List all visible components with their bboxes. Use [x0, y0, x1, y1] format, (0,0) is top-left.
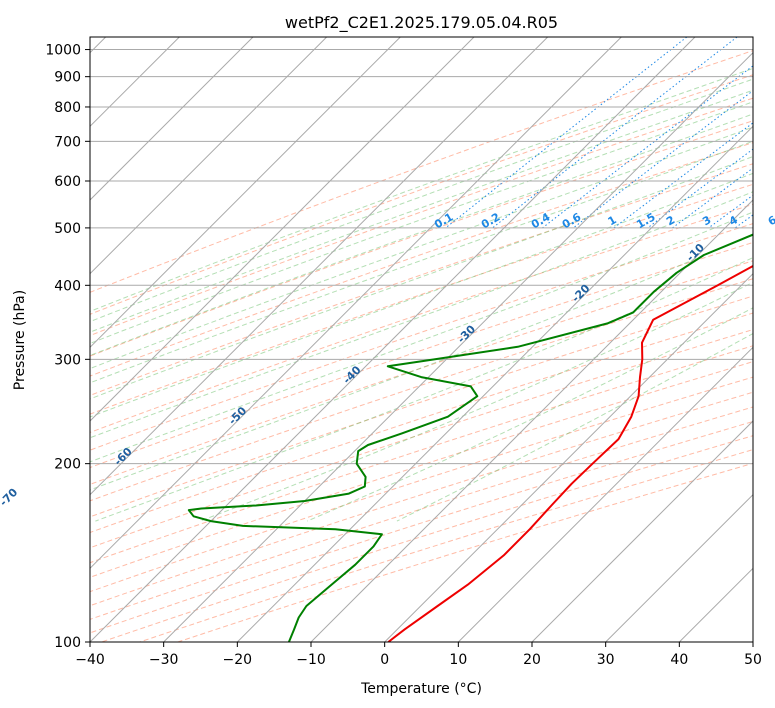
x-tick-label: 0	[380, 652, 389, 668]
dry-adiabat-line	[90, 329, 753, 549]
isotherm-label: -40	[340, 363, 363, 386]
isotherm-label: -50	[226, 404, 249, 427]
x-tick-label: −20	[223, 652, 253, 668]
dry-adiabat-line	[90, 74, 753, 315]
dry-adiabat-line	[90, 203, 753, 433]
moist-adiabat-line	[90, 126, 753, 370]
mixing-ratio-line	[672, 167, 753, 229]
dry-adiabat-line	[90, 120, 753, 357]
x-tick-label: −30	[149, 652, 179, 668]
isotherm-line	[384, 272, 753, 642]
dry-adiabat-line	[177, 462, 753, 642]
moist-adiabat-line	[90, 156, 753, 400]
isotherm-label: -30	[455, 322, 478, 345]
mixing-ratio-label: 4	[727, 213, 740, 228]
moist-adiabat-line	[90, 140, 753, 384]
isotherm-line	[90, 37, 475, 422]
mixing-ratio-label: 6	[766, 213, 775, 228]
moist-adiabat-line	[90, 211, 753, 463]
y-axis: 100 200 300 400 500 600 700 800 900 1000	[45, 43, 90, 651]
dry-adiabat-line	[90, 295, 753, 518]
dry-adiabat-line	[90, 361, 753, 578]
moist-adiabat-line	[90, 172, 753, 418]
dry-adiabat-line	[90, 50, 753, 293]
y-tick-label: 1000	[45, 43, 81, 59]
moist-adiabat-line	[90, 101, 753, 344]
isotherm-label: -70	[0, 485, 21, 508]
dry-adiabat-line	[90, 183, 753, 415]
mixing-ratio-line	[542, 65, 753, 229]
y-tick-label: 100	[54, 635, 81, 651]
grid-lines	[90, 37, 753, 642]
dry-adiabat-line	[90, 241, 753, 469]
moist-adiabat-line	[90, 67, 753, 312]
background-lines	[90, 37, 753, 642]
y-tick-label: 200	[54, 457, 81, 473]
isotherm-label: -60	[112, 445, 135, 468]
x-tick-label: 40	[670, 652, 688, 668]
mixing-ratio-line	[572, 90, 753, 229]
isotherm-line	[310, 199, 753, 642]
dry-adiabat-line	[90, 223, 753, 451]
mixing-ratio-line	[734, 214, 753, 229]
y-tick-label: 800	[54, 100, 81, 116]
y-tick-label: 700	[54, 134, 81, 150]
isotherm-line	[90, 37, 328, 275]
moist-adiabat-line	[90, 233, 753, 491]
y-tick-label: 400	[54, 278, 81, 294]
plot-frame	[89, 36, 754, 643]
moist-adiabat-line	[90, 113, 753, 357]
isotherm-line	[457, 346, 753, 642]
line-annotations: 0.10.20.40.611.52346810131620253036-100-…	[0, 210, 775, 509]
y-tick-label: 500	[54, 221, 81, 237]
x-tick-label: 10	[449, 652, 467, 668]
dry-adiabat-line	[90, 142, 753, 377]
moist-adiabat-line	[199, 281, 753, 522]
y-tick-label: 300	[54, 352, 81, 368]
isotherm-line	[90, 37, 549, 496]
isotherm-line	[90, 37, 401, 349]
dry-adiabat-line	[90, 376, 753, 593]
moist-adiabat-line	[90, 78, 753, 323]
dry-adiabat-line	[90, 260, 753, 485]
moist-adiabat-line	[306, 307, 753, 522]
chart-title: wetPf2_C2E1.2025.179.05.04.R05	[285, 13, 558, 33]
x-tick-label: 50	[744, 652, 762, 668]
isotherm-line	[163, 51, 753, 642]
dry-adiabat-line	[90, 312, 753, 534]
isotherm-line	[752, 641, 753, 642]
y-tick-label: 900	[54, 70, 81, 86]
isotherm-line	[236, 125, 753, 642]
isotherm-line	[531, 420, 753, 642]
moist-adiabat-line	[90, 191, 753, 439]
x-axis: −40 −30 −20 −10 0 10 20 30 40 50	[75, 642, 762, 668]
mixing-ratio-label: 1	[606, 213, 619, 228]
isotherm-line	[90, 37, 622, 570]
temperature-trace	[387, 264, 753, 642]
dry-adiabat-line	[101, 435, 753, 642]
y-axis-label: Pressure (hPa)	[12, 290, 28, 390]
x-tick-label: 20	[523, 652, 541, 668]
moist-adiabat-line	[95, 257, 753, 522]
isotherm-label: -10	[684, 241, 707, 264]
x-tick-label: −40	[75, 652, 105, 668]
x-axis-label: Temperature (°C)	[360, 681, 482, 697]
isotherm-line	[605, 493, 753, 642]
y-tick-label: 600	[54, 174, 81, 190]
x-tick-label: 30	[597, 652, 615, 668]
isotherm-line	[90, 37, 254, 201]
x-tick-label: −10	[296, 652, 326, 668]
isotherm-line	[678, 567, 753, 642]
dry-adiabat-line	[90, 345, 753, 564]
dry-adiabat-line	[90, 97, 753, 337]
dry-adiabat-line	[90, 391, 753, 607]
dry-adiabat-line	[90, 163, 753, 396]
moist-adiabat-line	[90, 89, 753, 333]
dry-adiabat-line	[90, 278, 753, 502]
dewpoint-trace	[187, 233, 753, 642]
profile-traces	[187, 233, 753, 642]
isotherm-line	[90, 37, 696, 642]
